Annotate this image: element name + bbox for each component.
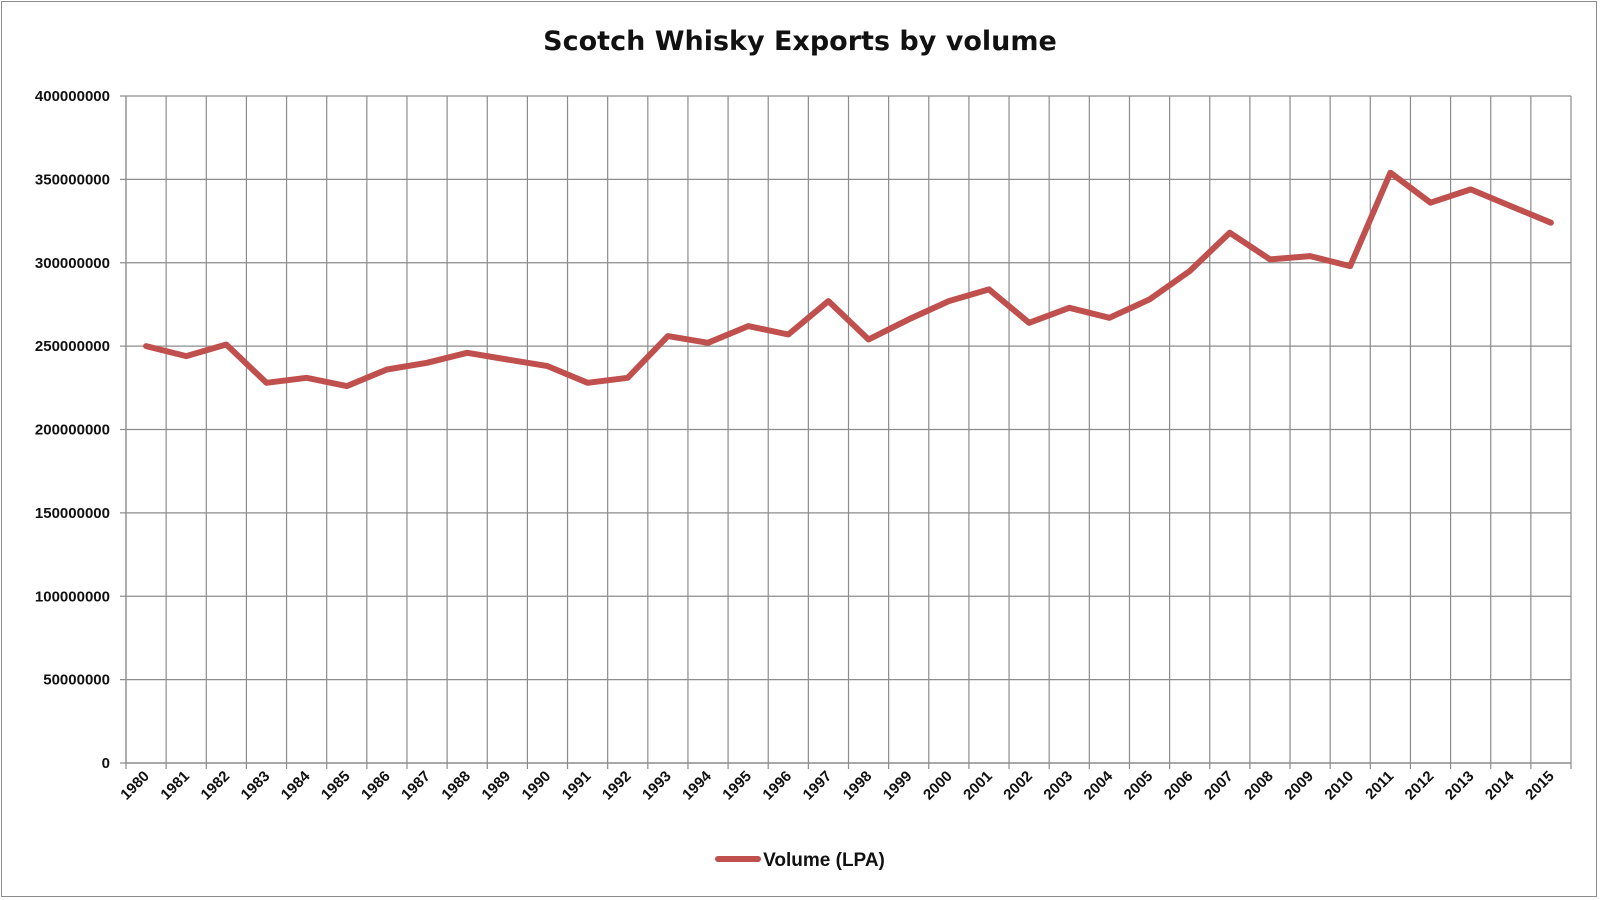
- data-point: [1468, 186, 1474, 192]
- data-point: [183, 353, 189, 359]
- y-tick-label: 250000000: [35, 338, 110, 355]
- x-tick-label: 1981: [157, 768, 193, 804]
- series-line: [143, 169, 1554, 390]
- x-tick-label: 2006: [1161, 768, 1197, 804]
- data-point: [1026, 320, 1032, 326]
- data-point: [545, 363, 551, 369]
- x-tick-label: 2014: [1482, 767, 1518, 803]
- x-tick-label: 2002: [1000, 768, 1036, 804]
- data-point: [223, 342, 229, 348]
- x-tick-label: 2010: [1321, 768, 1357, 804]
- x-tick-label: 1983: [238, 768, 274, 804]
- x-tick-label: 1997: [800, 768, 836, 804]
- x-tick-label: 2003: [1040, 768, 1076, 804]
- data-point: [1347, 263, 1353, 269]
- x-tick-label: 2012: [1402, 768, 1438, 804]
- series-layer: [143, 169, 1554, 390]
- y-tick-label: 400000000: [35, 88, 110, 105]
- data-point: [906, 316, 912, 322]
- data-point: [1508, 203, 1514, 209]
- data-point: [504, 357, 510, 363]
- tick-layer: 0 50000000 100000000 150000000 200000000 2500…: [35, 88, 1558, 803]
- data-point: [384, 367, 390, 373]
- data-point: [1227, 230, 1233, 236]
- data-point: [625, 375, 631, 381]
- data-point: [785, 332, 791, 338]
- x-tick-label: 1989: [479, 768, 515, 804]
- data-point: [1267, 256, 1273, 262]
- y-tick-label: 150000000: [35, 505, 110, 522]
- x-tick-label: 1993: [639, 768, 675, 804]
- data-point: [946, 298, 952, 304]
- y-tick-label: 100000000: [35, 588, 110, 605]
- x-tick-label: 1990: [519, 768, 555, 804]
- data-point: [1387, 170, 1393, 176]
- x-tick-label: 2004: [1081, 767, 1117, 803]
- x-tick-label: 2008: [1241, 768, 1277, 804]
- y-tick-label: 300000000: [35, 255, 110, 272]
- y-tick-label: 350000000: [35, 171, 110, 188]
- data-point: [745, 323, 751, 329]
- x-tick-label: 1999: [880, 768, 916, 804]
- data-point: [304, 375, 310, 381]
- y-tick-label: 200000000: [35, 422, 110, 439]
- x-tick-label: 1988: [438, 768, 474, 804]
- data-point: [1147, 296, 1153, 302]
- data-point: [1307, 253, 1313, 259]
- x-tick-label: 2007: [1201, 768, 1237, 804]
- data-point: [585, 380, 591, 386]
- x-tick-label: 1984: [278, 767, 314, 803]
- x-tick-label: 2005: [1121, 768, 1157, 804]
- data-point: [705, 340, 711, 346]
- x-tick-label: 1982: [198, 768, 234, 804]
- x-tick-label: 1980: [117, 768, 153, 804]
- x-tick-label: 1991: [559, 768, 595, 804]
- x-tick-label: 1992: [599, 768, 635, 804]
- data-point: [1106, 315, 1112, 321]
- x-tick-label: 1998: [840, 768, 876, 804]
- data-point: [866, 337, 872, 343]
- x-tick-label: 2013: [1442, 768, 1478, 804]
- data-point: [344, 383, 350, 389]
- axis-layer: [120, 95, 1572, 769]
- data-point: [986, 286, 992, 292]
- x-tick-label: 1994: [679, 767, 715, 803]
- legend-swatch: [715, 855, 762, 862]
- legend-label: Volume (LPA): [763, 850, 885, 871]
- x-tick-label: 1986: [358, 768, 394, 804]
- x-tick-label: 1996: [759, 768, 795, 804]
- chart-title: Scotch Whisky Exports by volume: [543, 26, 1057, 57]
- y-tick-label: 0: [102, 755, 110, 772]
- legend: Volume (LPA): [0, 850, 1600, 872]
- data-point: [1428, 200, 1434, 206]
- x-tick-label: 2000: [920, 768, 956, 804]
- x-tick-label: 1985: [318, 768, 354, 804]
- x-tick-label: 2015: [1522, 768, 1558, 804]
- data-point: [143, 343, 149, 349]
- data-point: [1066, 305, 1072, 311]
- x-tick-label: 2009: [1281, 768, 1317, 804]
- y-tick-label: 50000000: [43, 672, 110, 689]
- data-point: [665, 333, 671, 339]
- x-tick-label: 1987: [398, 768, 434, 804]
- data-point: [1187, 268, 1193, 274]
- data-point: [424, 360, 430, 366]
- data-point: [264, 380, 270, 386]
- data-point: [1548, 220, 1554, 226]
- data-point: [825, 298, 831, 304]
- data-point: [464, 350, 470, 356]
- x-tick-label: 2011: [1362, 768, 1397, 803]
- x-tick-label: 1995: [719, 768, 755, 804]
- grid-layer: [126, 95, 1572, 763]
- x-tick-label: 2001: [960, 768, 996, 804]
